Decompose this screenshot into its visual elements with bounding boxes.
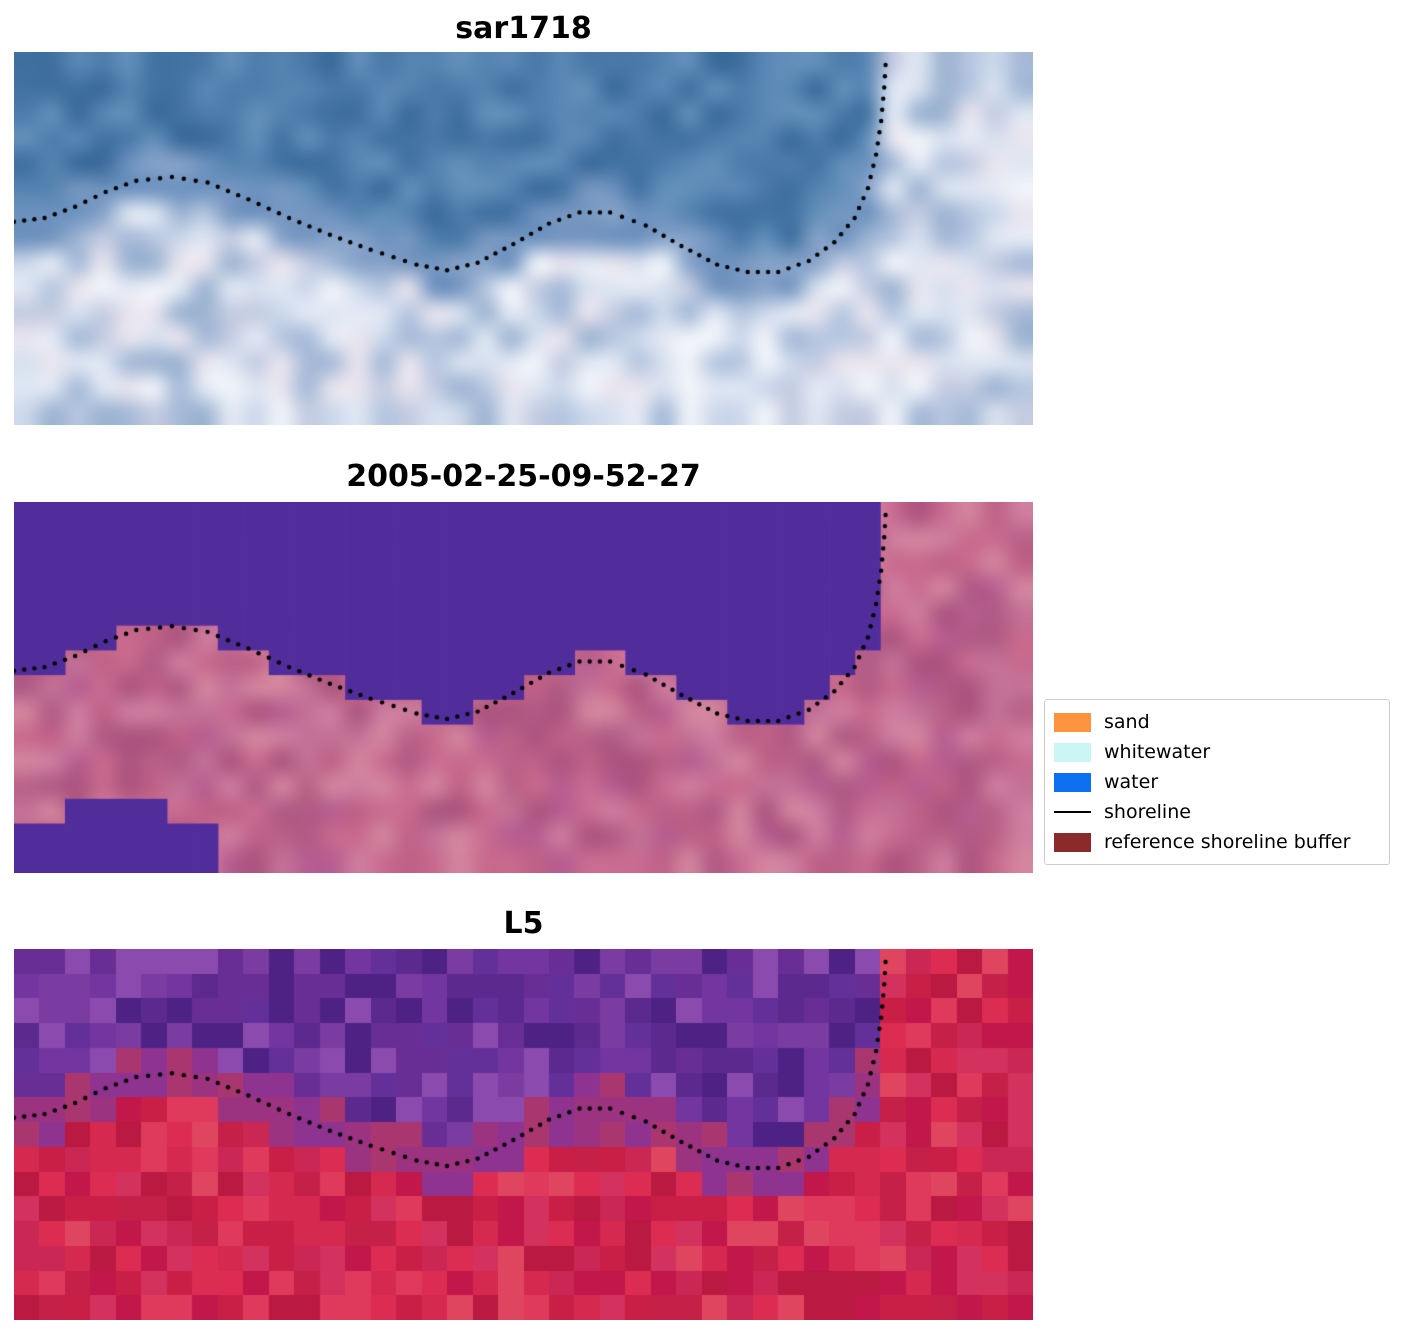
reference-buffer-color-swatch xyxy=(1054,832,1091,852)
shoreline-line-swatch xyxy=(1054,811,1091,813)
panel-title-l5: L5 xyxy=(503,906,544,941)
legend-label-whitewater: whitewater xyxy=(1104,741,1211,763)
legend-item-reference-buffer: reference shoreline buffer xyxy=(1054,827,1380,857)
legend-item-water: water xyxy=(1054,767,1380,797)
panel-title-sar1718: sar1718 xyxy=(455,11,592,46)
legend-label-sand: sand xyxy=(1104,711,1150,733)
sand-color-swatch xyxy=(1054,712,1091,732)
legend-item-whitewater: whitewater xyxy=(1054,737,1380,767)
classified-image xyxy=(14,502,1033,873)
panel-title-classified: 2005-02-25-09-52-27 xyxy=(346,459,701,494)
sar1718-image xyxy=(14,52,1033,425)
legend-label-reference-buffer: reference shoreline buffer xyxy=(1104,831,1351,853)
whitewater-color-swatch xyxy=(1054,742,1091,762)
legend-item-sand: sand xyxy=(1054,707,1380,737)
l5-image xyxy=(14,949,1033,1320)
legend-label-water: water xyxy=(1104,771,1159,793)
legend: sand whitewater water shoreline referenc… xyxy=(1044,699,1390,865)
legend-label-shoreline: shoreline xyxy=(1104,801,1191,823)
legend-item-shoreline: shoreline xyxy=(1054,797,1380,827)
water-color-swatch xyxy=(1054,772,1091,792)
